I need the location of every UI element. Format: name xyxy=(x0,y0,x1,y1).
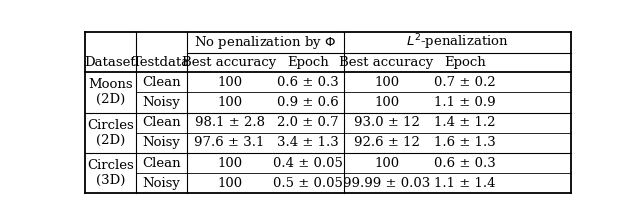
Text: 0.7 ± 0.2: 0.7 ± 0.2 xyxy=(435,76,496,89)
Text: $L^2$-penalization: $L^2$-penalization xyxy=(406,33,509,52)
Text: Epoch: Epoch xyxy=(287,56,329,69)
Text: 3.4 ± 1.3: 3.4 ± 1.3 xyxy=(277,136,339,149)
Text: Circles
(3D): Circles (3D) xyxy=(87,159,134,187)
Text: 2.0 ± 0.7: 2.0 ± 0.7 xyxy=(277,116,339,129)
Text: Moons
(2D): Moons (2D) xyxy=(88,78,132,106)
Text: Clean: Clean xyxy=(142,116,181,129)
Text: 99.99 ± 0.03: 99.99 ± 0.03 xyxy=(343,177,430,190)
Text: Clean: Clean xyxy=(142,76,181,89)
Text: Epoch: Epoch xyxy=(444,56,486,69)
Text: 0.5 ± 0.05: 0.5 ± 0.05 xyxy=(273,177,343,190)
Text: 93.0 ± 12: 93.0 ± 12 xyxy=(354,116,419,129)
Text: Clean: Clean xyxy=(142,157,181,169)
Text: 0.4 ± 0.05: 0.4 ± 0.05 xyxy=(273,157,343,169)
Text: 100: 100 xyxy=(374,76,399,89)
Text: 100: 100 xyxy=(374,96,399,109)
Text: 92.6 ± 12: 92.6 ± 12 xyxy=(354,136,419,149)
Text: 1.6 ± 1.3: 1.6 ± 1.3 xyxy=(434,136,496,149)
Text: Best accuracy: Best accuracy xyxy=(182,56,276,69)
Text: Noisy: Noisy xyxy=(143,96,180,109)
Text: 1.1 ± 0.9: 1.1 ± 0.9 xyxy=(435,96,496,109)
Text: Noisy: Noisy xyxy=(143,177,180,190)
Text: 100: 100 xyxy=(217,96,242,109)
Text: 0.6 ± 0.3: 0.6 ± 0.3 xyxy=(434,157,496,169)
Text: 0.9 ± 0.6: 0.9 ± 0.6 xyxy=(277,96,339,109)
Text: Best accuracy: Best accuracy xyxy=(339,56,434,69)
Text: Dataset: Dataset xyxy=(84,56,136,69)
Text: 0.6 ± 0.3: 0.6 ± 0.3 xyxy=(277,76,339,89)
Text: 97.6 ± 3.1: 97.6 ± 3.1 xyxy=(195,136,265,149)
Text: Noisy: Noisy xyxy=(143,136,180,149)
Text: 98.1 ± 2.8: 98.1 ± 2.8 xyxy=(195,116,264,129)
Text: 100: 100 xyxy=(217,76,242,89)
Text: 100: 100 xyxy=(217,157,242,169)
Text: 100: 100 xyxy=(217,177,242,190)
Text: 1.1 ± 1.4: 1.1 ± 1.4 xyxy=(435,177,496,190)
Text: No penalization by $\Phi$: No penalization by $\Phi$ xyxy=(195,34,337,51)
Text: 1.4 ± 1.2: 1.4 ± 1.2 xyxy=(435,116,496,129)
Text: 100: 100 xyxy=(374,157,399,169)
Text: Testdata: Testdata xyxy=(133,56,190,69)
Text: Circles
(2D): Circles (2D) xyxy=(87,119,134,147)
